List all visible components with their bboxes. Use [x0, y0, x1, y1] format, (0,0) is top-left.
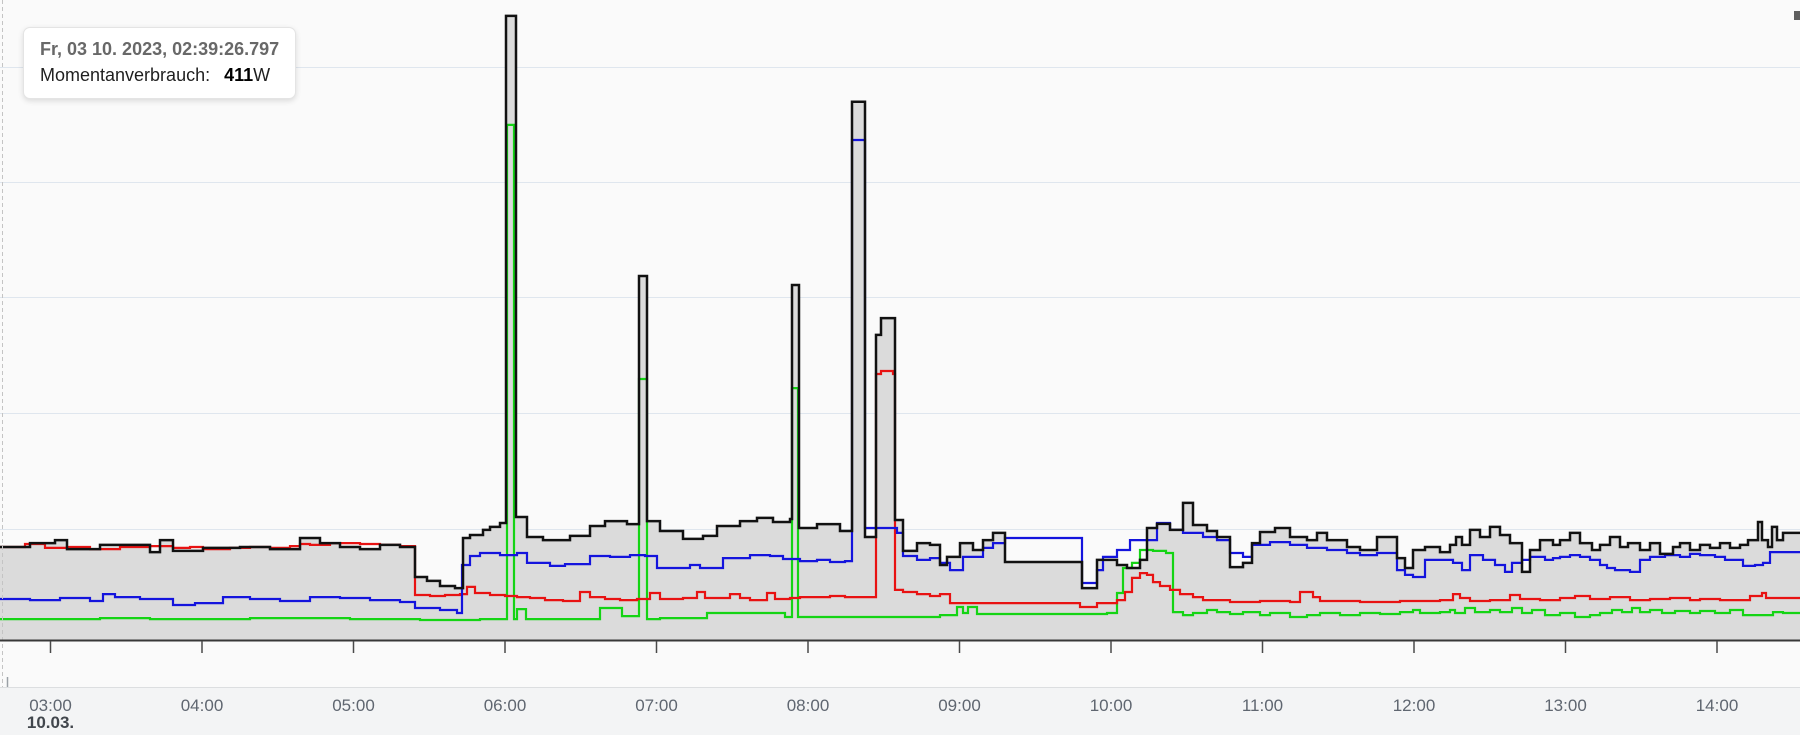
tooltip-label: Momentanverbrauch:: [40, 65, 211, 85]
x-axis-label: 12:00: [1392, 696, 1436, 715]
gridlines: [0, 67, 1800, 530]
x-axis-label: 09:00: [938, 696, 981, 715]
scrollbar-thumb-fragment[interactable]: [1794, 11, 1800, 20]
x-axis-label: 08:00: [786, 696, 830, 715]
x-axis-label: 06:00: [483, 696, 527, 715]
chart-tooltip: Fr, 03 10. 2023, 02:39:26.797 Momentanve…: [23, 27, 297, 99]
x-axis-strip: 03:00 04:00 05:00 06:00 07:00 08:00 09:00 10:00…: [0, 687, 1800, 735]
x-axis-ticks: [49, 641, 1718, 653]
x-axis-label: 05:00: [332, 696, 375, 715]
tooltip-datetime: Fr, 03 10. 2023, 02:39:26.797: [40, 39, 280, 59]
tooltip-measurement: Momentanverbrauch: 411W: [40, 65, 279, 86]
phase-green-line: [0, 123, 1800, 622]
x-axis-label: 13:00: [1544, 696, 1587, 715]
momentanverbrauch-total-line: [0, 14, 1800, 590]
x-axis-label: 14:00: [1695, 696, 1739, 715]
x-axis-label: 11:00: [1241, 696, 1284, 715]
total-area-fill: [0, 15, 1800, 641]
x-axis-label: 07:00: [635, 696, 678, 715]
tooltip-value: 411: [224, 65, 254, 85]
x-axis-label: 03:00: [29, 696, 72, 715]
x-axis-label: 04:00: [180, 696, 224, 715]
x-axis-date-label: 10.03.: [26, 713, 75, 732]
tooltip-unit: W: [253, 65, 271, 85]
x-axis-label: 10:00: [1089, 696, 1133, 715]
